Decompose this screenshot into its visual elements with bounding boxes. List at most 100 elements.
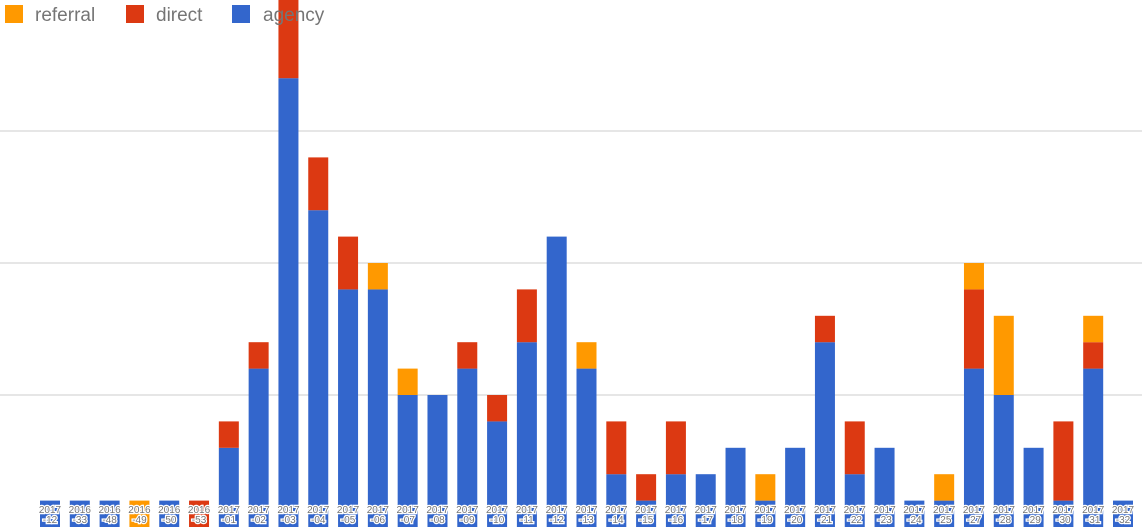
bar-segment-agency[interactable] — [904, 500, 925, 527]
bar-segment-agency[interactable] — [159, 500, 180, 527]
bar-segment-agency[interactable] — [1023, 447, 1044, 527]
bar-segment-agency[interactable] — [338, 289, 359, 527]
x-tick-label: 2017 -30 — [1052, 505, 1075, 526]
bar-segment-referral[interactable] — [1083, 315, 1104, 343]
bar-segment-direct[interactable] — [844, 421, 865, 475]
bar-segment-direct[interactable] — [516, 289, 537, 343]
x-tick-label: 2017 -28 — [993, 505, 1016, 526]
bar-segment-agency[interactable] — [1113, 500, 1133, 527]
x-tick-label: 2016 -53 — [188, 505, 211, 526]
bar-segment-agency[interactable] — [993, 395, 1014, 527]
bar-segment-agency[interactable] — [695, 474, 716, 527]
bar-segment-agency[interactable] — [755, 500, 776, 527]
bar-segment-direct[interactable] — [606, 421, 627, 475]
bar-segment-agency[interactable] — [785, 447, 806, 527]
x-tick-label: 2017 -02 — [248, 505, 271, 526]
legend-label-agency: agency — [263, 5, 325, 26]
bar-segment-direct[interactable] — [278, 0, 299, 79]
legend: referral direct agency — [5, 5, 325, 26]
bar-segment-referral[interactable] — [129, 500, 150, 527]
bar-segment-direct[interactable] — [665, 421, 686, 475]
x-tick-label: 2017 -21 — [814, 505, 837, 526]
bar-segment-agency[interactable] — [308, 210, 329, 527]
x-tick-label: 2017 -22 — [844, 505, 867, 526]
bar-segment-agency[interactable] — [844, 474, 865, 527]
bar-segment-agency[interactable] — [367, 289, 388, 527]
x-tick-label: 2017 -18 — [724, 505, 747, 526]
x-tick-label: 2017 -09 — [456, 505, 479, 526]
bar-segment-agency[interactable] — [606, 474, 627, 527]
x-tick-label: 2017 -06 — [367, 505, 390, 526]
x-tick-label: 2017 -10 — [486, 505, 509, 526]
bar-segment-agency[interactable] — [516, 342, 537, 527]
x-tick-label: 2016 -49 — [128, 505, 151, 526]
gridlines — [0, 130, 1142, 396]
x-tick-label: 2017 -13 — [575, 505, 598, 526]
legend-swatch-direct — [126, 5, 144, 23]
legend-swatch-referral — [5, 5, 23, 23]
bar-segment-agency[interactable] — [69, 500, 90, 527]
bar-segment-agency[interactable] — [1083, 368, 1104, 527]
bar-segment-direct[interactable] — [1053, 421, 1074, 501]
x-tick-label: 2017 -14 — [605, 505, 628, 526]
bar-segment-referral[interactable] — [993, 315, 1014, 395]
bar-segment-referral[interactable] — [397, 368, 418, 395]
x-tick-label: 2017 -07 — [397, 505, 420, 526]
bar-segment-referral[interactable] — [367, 263, 388, 290]
bar-segment-agency[interactable] — [99, 500, 120, 527]
bar-segment-referral[interactable] — [934, 474, 955, 501]
x-tick-label: 2017 -19 — [754, 505, 777, 526]
bar-segment-agency[interactable] — [934, 500, 955, 527]
bar-segment-agency[interactable] — [874, 447, 895, 527]
x-tick-label: 2017 -05 — [337, 505, 360, 526]
bar-segment-agency[interactable] — [427, 395, 448, 527]
bar-segment-direct[interactable] — [457, 342, 478, 369]
x-tick-label: 2017 -25 — [933, 505, 956, 526]
x-tick-label: 2017 -27 — [963, 505, 986, 526]
bar-segment-direct[interactable] — [189, 500, 210, 527]
legend-label-direct: direct — [156, 5, 203, 26]
x-tick-label: 2017 -29 — [1022, 505, 1045, 526]
bar-segment-agency[interactable] — [814, 342, 835, 527]
bar-segment-direct[interactable] — [308, 157, 329, 211]
x-tick-label: 2016 -50 — [158, 505, 181, 526]
legend-label-referral: referral — [35, 5, 95, 26]
x-tick-label: 2017 -01 — [218, 505, 241, 526]
bar-segment-referral[interactable] — [755, 474, 776, 501]
bar-segment-agency[interactable] — [636, 500, 657, 527]
bar-segment-agency[interactable] — [546, 236, 567, 527]
bar-segment-direct[interactable] — [963, 289, 984, 369]
bar-segment-agency[interactable] — [963, 368, 984, 527]
x-tick-label: 2017 -20 — [784, 505, 807, 526]
bar-segment-agency[interactable] — [397, 395, 418, 527]
x-tick-label: 2017 -03 — [277, 505, 300, 526]
x-tick-label: 2017 -12 — [546, 505, 569, 526]
x-tick-label: 2017 -12 — [39, 505, 62, 526]
bar-segment-referral[interactable] — [576, 342, 597, 369]
bar-segment-direct[interactable] — [636, 474, 657, 501]
x-tick-label: 2016 -48 — [98, 505, 121, 526]
bar-segment-agency[interactable] — [248, 368, 269, 527]
bar-segment-referral[interactable] — [963, 263, 984, 290]
bar-segment-direct[interactable] — [248, 342, 269, 369]
bar-segment-agency[interactable] — [1053, 500, 1074, 527]
bar-segment-direct[interactable] — [487, 395, 508, 422]
bar-segment-agency[interactable] — [487, 421, 508, 527]
x-tick-label: 2017 -32 — [1112, 505, 1135, 526]
x-tick-label: 2017 -24 — [903, 505, 926, 526]
bar-segment-agency[interactable] — [576, 368, 597, 527]
bar-segment-agency[interactable] — [218, 447, 239, 527]
bar-segment-agency[interactable] — [725, 447, 746, 527]
legend-swatch-agency — [232, 5, 250, 23]
bar-segment-agency[interactable] — [457, 368, 478, 527]
bar-segment-direct[interactable] — [814, 315, 835, 343]
bar-segment-agency[interactable] — [665, 474, 686, 527]
bar-segment-agency[interactable] — [40, 500, 60, 527]
bar-segment-direct[interactable] — [1083, 342, 1104, 369]
bar-segment-direct[interactable] — [218, 421, 239, 448]
x-tick-label: 2017 -31 — [1082, 505, 1105, 526]
bar-segment-direct[interactable] — [338, 236, 359, 290]
x-tick-label: 2017 -08 — [426, 505, 449, 526]
bar-segment-agency[interactable] — [278, 78, 299, 527]
